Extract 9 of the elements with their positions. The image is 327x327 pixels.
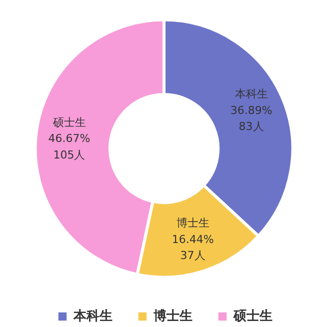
- data-label: 46.67% 105人: [48, 132, 90, 162]
- slice-label: 本科生: [234, 88, 268, 101]
- slice-label: 硕士生: [52, 116, 86, 129]
- data-label: 36.89% 83人: [230, 104, 272, 134]
- slice-label: 博士生: [176, 216, 210, 230]
- legend-label: 硕士生: [234, 308, 272, 325]
- data-label: 16.44% 37人: [172, 232, 214, 262]
- legend-label: 博士生: [154, 308, 192, 325]
- legend-label: 本科生: [74, 308, 112, 325]
